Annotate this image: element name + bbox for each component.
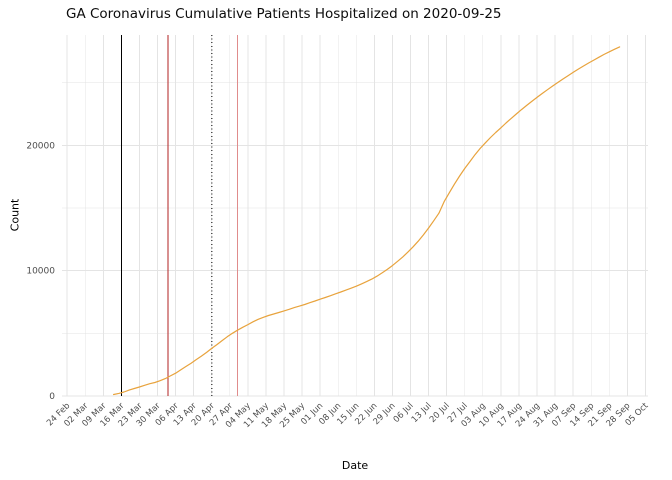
x-axis-title: Date [341,459,369,472]
series-line-hospitalized [112,46,621,396]
chart-title: GA Coronavirus Cumulative Patients Hospi… [66,6,502,22]
y-tick-label: 0 [49,392,55,402]
y-tick-label: 10000 [26,267,55,277]
y-tick-label: 20000 [26,141,55,151]
